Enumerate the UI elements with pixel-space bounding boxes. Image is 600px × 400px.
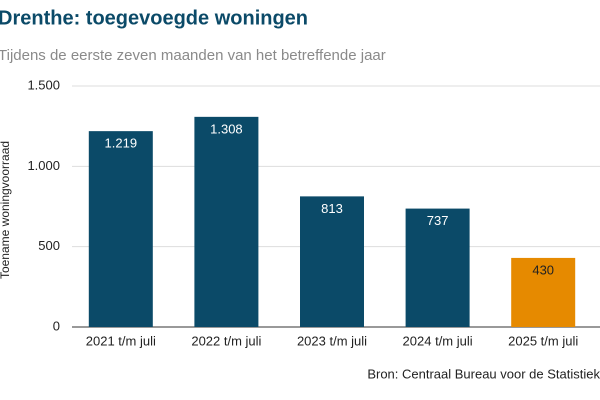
bar (300, 196, 364, 327)
bar (405, 208, 470, 327)
bar (194, 116, 259, 328)
bar (88, 131, 153, 327)
chart-title: Drenthe: toegevoegde woningen (0, 7, 308, 29)
y-tick-label: 500 (38, 238, 60, 253)
x-tick-label: 2021 t/m juli (86, 333, 156, 348)
x-tick-label: 2024 t/m juli (403, 333, 473, 348)
x-tick-label: 2022 t/m juli (191, 333, 261, 348)
bar (511, 257, 576, 327)
chart-subtitle: Tijdens de eerste zeven maanden van het … (0, 47, 386, 64)
source-note: Bron: Centraal Bureau voor de Statistiek (367, 366, 600, 381)
y-tick-label: 1.500 (27, 77, 60, 92)
x-tick-label: 2023 t/m juli (297, 333, 367, 348)
value-label: 1.308 (210, 121, 243, 136)
value-label: 430 (532, 262, 554, 277)
x-tick-label: 2025 t/m juli (508, 333, 578, 348)
y-tick-label: 1.000 (27, 158, 60, 173)
y-tick-label: 0 (53, 318, 60, 333)
value-label: 1.219 (105, 136, 138, 151)
value-label: 813 (321, 201, 343, 216)
value-label: 737 (427, 213, 449, 228)
y-axis-label: Toename woningvoorraad (0, 141, 12, 279)
